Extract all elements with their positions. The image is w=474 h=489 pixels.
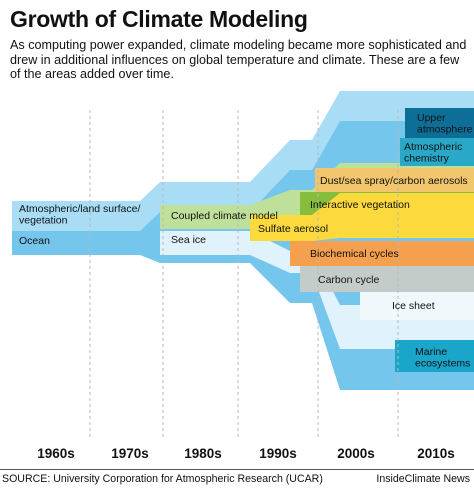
- band-ice-sheet: [360, 292, 474, 320]
- credit-note: InsideClimate News: [376, 473, 470, 485]
- band-marine-ecosystems: [395, 340, 474, 372]
- label-carbon-cycle: Carbon cycle: [318, 274, 379, 286]
- label-atmospheric-chemistry: Atmospheric chemistry: [404, 141, 462, 165]
- band-biochemical-cycles: [290, 241, 474, 266]
- chart-subtitle: As computing power expanded, climate mod…: [10, 38, 467, 82]
- label-biochemical-cycles: Biochemical cycles: [310, 248, 399, 260]
- label-sulfate-aerosol: Sulfate aerosol: [258, 223, 328, 235]
- decade-label-1960s: 1960s: [37, 446, 75, 461]
- band-carbon-cycle: [300, 266, 474, 292]
- decade-label-1970s: 1970s: [111, 446, 149, 461]
- label-dust-sea-spray-carbon-aerosols: Dust/sea spray/carbon aerosols: [320, 175, 468, 187]
- decade-label-1980s: 1980s: [184, 446, 222, 461]
- climate-model-chart: Ocean Atmospheric/land surface/vegetation…: [12, 91, 474, 461]
- label-coupled-climate-model: Coupled climate model: [171, 210, 278, 222]
- footer-divider: [0, 469, 474, 470]
- label-interactive-vegetation: Interactive vegetation: [310, 199, 410, 211]
- decade-label-2010s: 2010s: [417, 446, 455, 461]
- label-sea-ice: Sea ice: [171, 234, 206, 246]
- label-marine-ecosystems: Marine ecosystems: [415, 346, 470, 370]
- band-sulfate-aerosol: [250, 193, 474, 241]
- band-atmospheric-land-surface-vegetation: [12, 91, 474, 231]
- decade-label-2000s: 2000s: [337, 446, 375, 461]
- label-atmospheric-land-surface-vegetation: Atmospheric/land surface/vegetation: [19, 203, 140, 227]
- decade-label-1990s: 1990s: [259, 446, 297, 461]
- band-upper-atmosphere: [405, 108, 474, 138]
- band-dust-sea-spray-carbon-aerosols: [315, 168, 474, 192]
- source-note: SOURCE: University Corporation for Atmos…: [2, 473, 323, 485]
- label-ice-sheet: Ice sheet: [392, 300, 435, 312]
- label-upper-atmosphere: Upper atmosphere: [417, 112, 473, 136]
- band-atmospheric-chemistry: [400, 138, 474, 166]
- chart-title: Growth of Climate Modeling: [10, 6, 308, 32]
- label-ocean: Ocean: [19, 235, 50, 247]
